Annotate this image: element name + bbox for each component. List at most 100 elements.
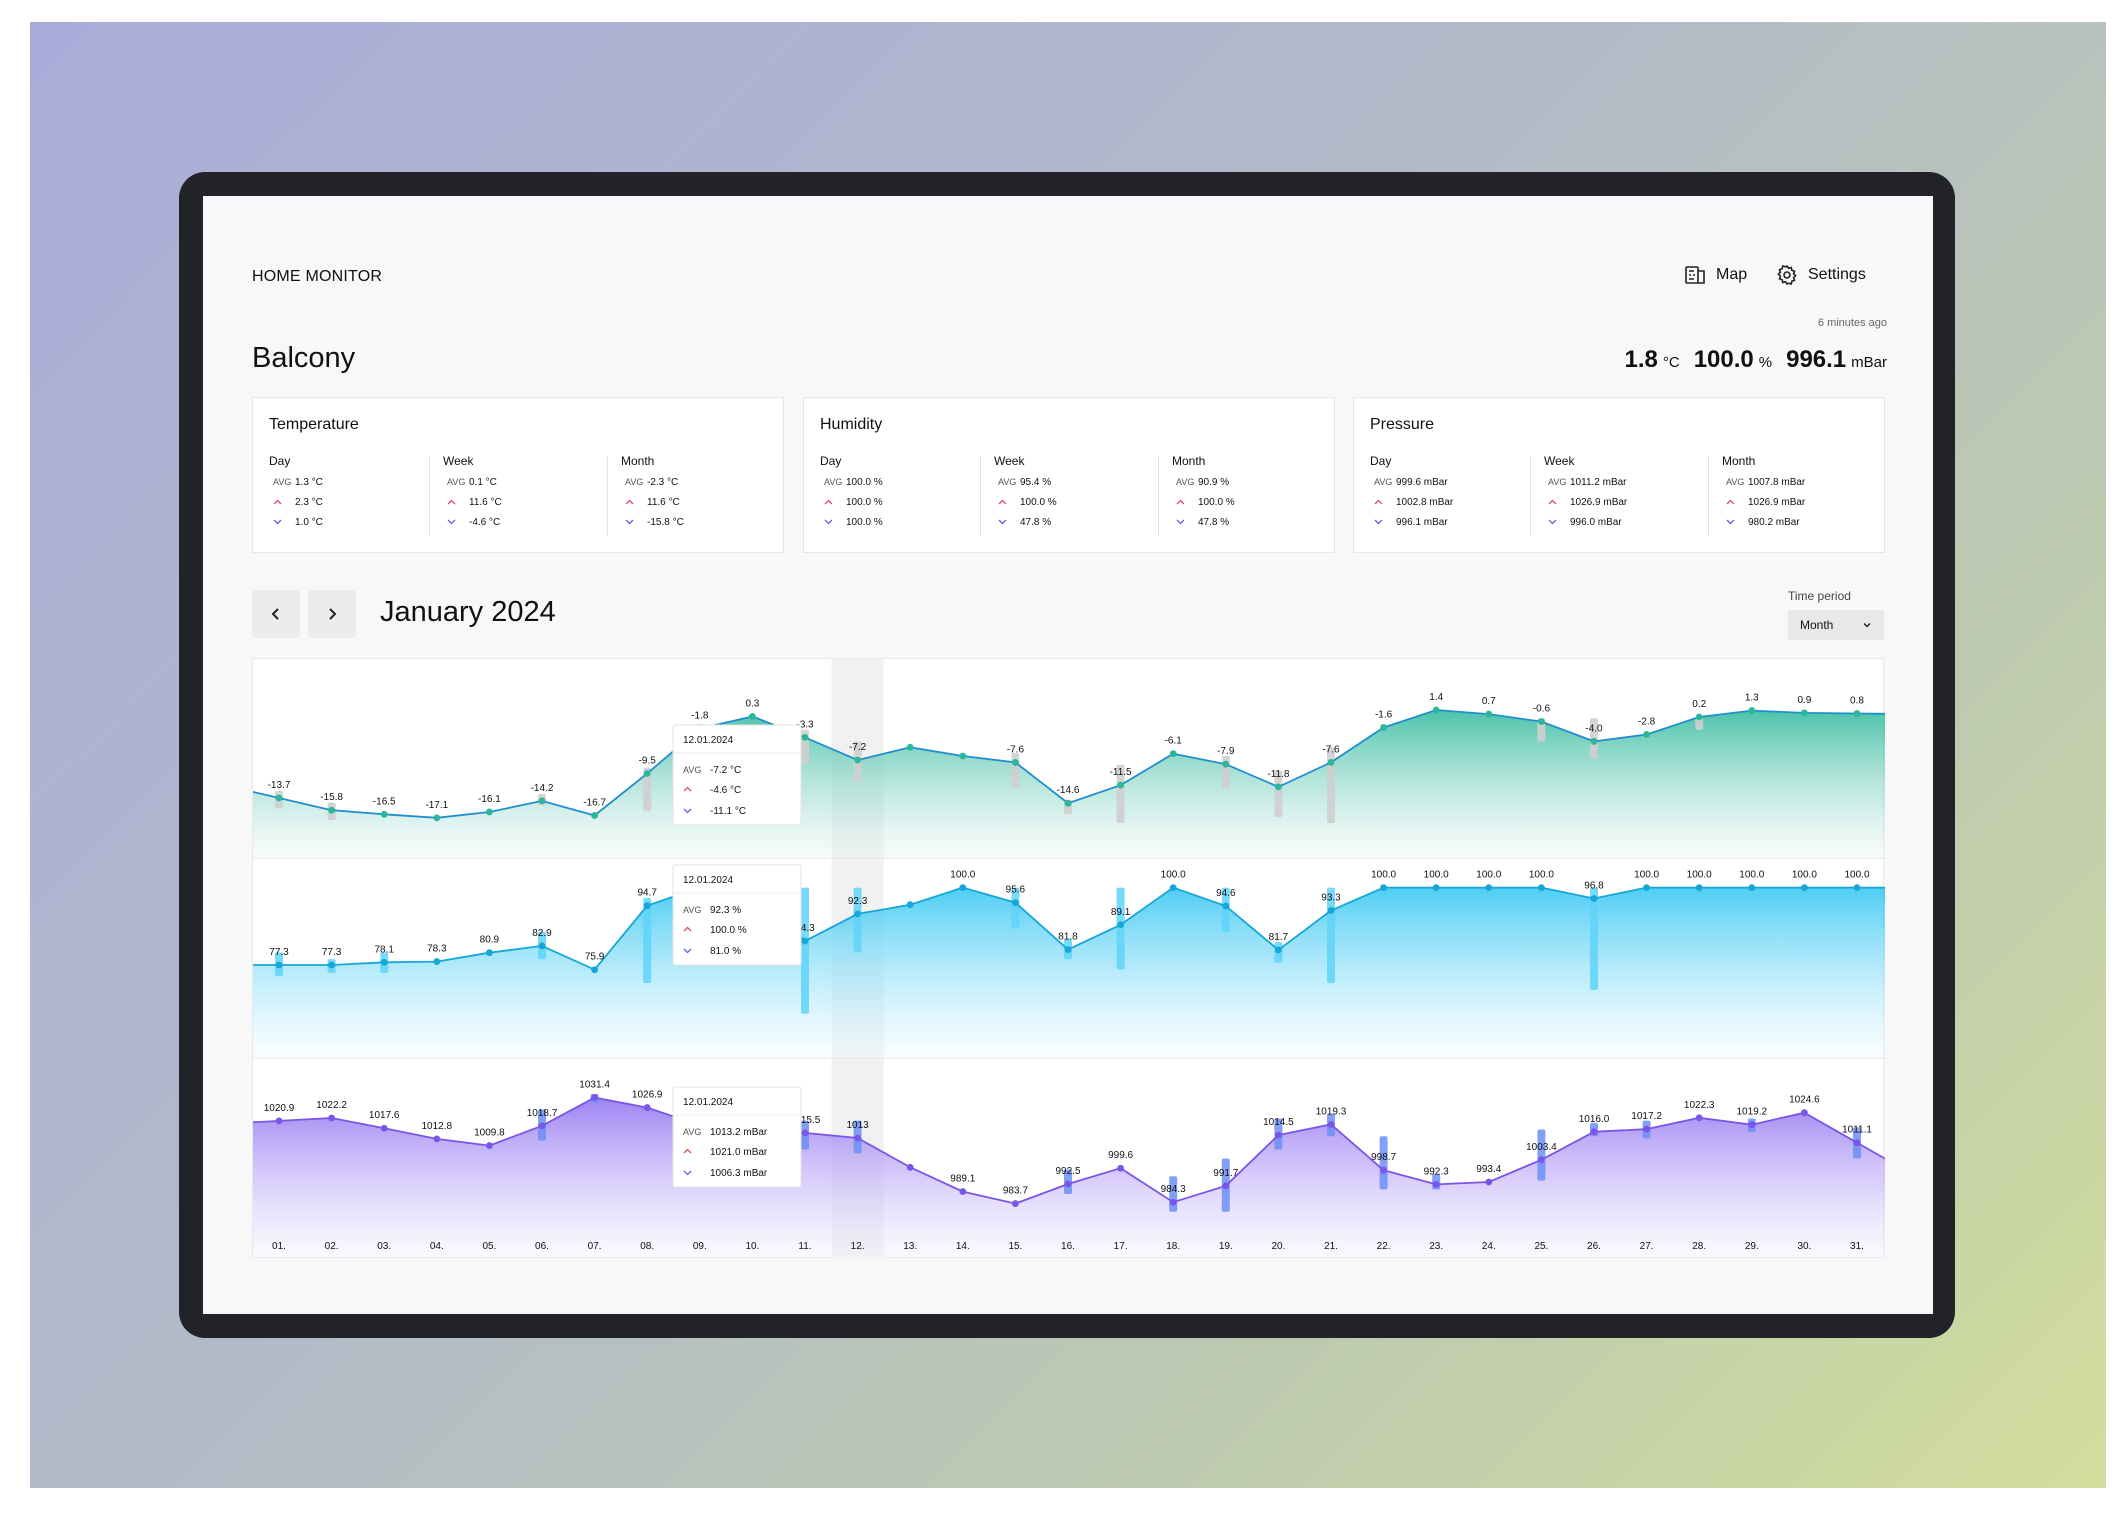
data-point[interactable] xyxy=(801,733,809,741)
data-point[interactable] xyxy=(1643,1125,1650,1133)
data-point[interactable] xyxy=(1748,1121,1756,1129)
data-point[interactable] xyxy=(906,743,914,751)
data-point[interactable] xyxy=(1117,921,1124,929)
data-point[interactable] xyxy=(1327,907,1335,914)
data-point[interactable] xyxy=(1117,781,1124,789)
data-point[interactable] xyxy=(328,1114,335,1122)
data-point[interactable] xyxy=(1169,1198,1177,1206)
data-point[interactable] xyxy=(1169,750,1177,758)
data-point[interactable] xyxy=(854,756,861,764)
data-point[interactable] xyxy=(643,770,651,777)
data-point[interactable] xyxy=(538,942,546,950)
data-point[interactable] xyxy=(1801,709,1808,717)
data-point[interactable] xyxy=(1012,759,1019,766)
data-point[interactable] xyxy=(1853,1139,1861,1147)
data-point[interactable] xyxy=(1380,1166,1387,1174)
data-point[interactable] xyxy=(1853,884,1861,892)
nav-settings-link[interactable]: Settings xyxy=(1776,264,1866,286)
data-point[interactable] xyxy=(1748,884,1756,892)
data-point[interactable] xyxy=(328,961,335,969)
data-point[interactable] xyxy=(538,1122,546,1130)
data-point[interactable] xyxy=(801,1129,809,1137)
data-point[interactable] xyxy=(1801,884,1808,892)
data-point[interactable] xyxy=(275,794,283,802)
data-point[interactable] xyxy=(1538,884,1545,892)
data-point[interactable] xyxy=(1222,760,1230,768)
data-point[interactable] xyxy=(538,797,546,805)
data-point[interactable] xyxy=(1012,899,1019,907)
data-point[interactable] xyxy=(486,949,493,957)
data-point[interactable] xyxy=(1275,783,1282,791)
data-point[interactable] xyxy=(486,808,493,816)
data-point[interactable] xyxy=(591,1094,598,1101)
range-bar xyxy=(1695,718,1704,730)
data-point[interactable] xyxy=(1064,946,1072,954)
data-point[interactable] xyxy=(433,1135,441,1143)
data-point[interactable] xyxy=(1538,1156,1545,1164)
data-point[interactable] xyxy=(1432,884,1440,892)
data-point[interactable] xyxy=(959,884,967,892)
tooltip-min: -11.1 °C xyxy=(710,806,746,817)
time-period-select[interactable]: Month xyxy=(1788,610,1884,640)
data-point[interactable] xyxy=(591,966,598,974)
data-point[interactable] xyxy=(906,1163,914,1171)
data-point[interactable] xyxy=(1801,1109,1808,1117)
data-point[interactable] xyxy=(1695,713,1703,721)
data-point[interactable] xyxy=(1590,1128,1598,1136)
data-point[interactable] xyxy=(1590,738,1598,745)
data-point[interactable] xyxy=(1012,1200,1019,1207)
data-point[interactable] xyxy=(1169,884,1177,892)
range-bar xyxy=(853,887,862,953)
data-point[interactable] xyxy=(1485,1178,1493,1186)
data-point[interactable] xyxy=(433,958,441,965)
data-label: 1011.1 xyxy=(1842,1125,1872,1136)
data-point[interactable] xyxy=(486,1142,493,1149)
data-point[interactable] xyxy=(1748,707,1756,714)
data-point[interactable] xyxy=(275,961,283,969)
data-point[interactable] xyxy=(1117,1164,1124,1172)
data-point[interactable] xyxy=(959,1188,967,1195)
data-point[interactable] xyxy=(1538,718,1545,726)
data-point[interactable] xyxy=(1275,1131,1282,1139)
data-point[interactable] xyxy=(380,810,388,818)
data-point[interactable] xyxy=(801,937,809,945)
data-point[interactable] xyxy=(1064,1180,1072,1188)
data-point[interactable] xyxy=(433,814,441,822)
data-point[interactable] xyxy=(749,712,756,720)
prev-month-button[interactable] xyxy=(252,590,300,638)
range-bar xyxy=(643,897,652,984)
data-point[interactable] xyxy=(1432,706,1440,714)
data-point[interactable] xyxy=(1380,884,1387,892)
data-point[interactable] xyxy=(1222,902,1230,910)
data-point[interactable] xyxy=(1643,731,1650,738)
data-point[interactable] xyxy=(1695,1114,1703,1122)
nav-map-link[interactable]: Map xyxy=(1684,264,1747,286)
data-point[interactable] xyxy=(1695,884,1703,892)
data-point[interactable] xyxy=(1853,710,1861,717)
data-point[interactable] xyxy=(1485,884,1493,892)
data-point[interactable] xyxy=(380,958,388,966)
data-point[interactable] xyxy=(1485,710,1493,718)
data-label: 75.9 xyxy=(585,952,605,963)
data-point[interactable] xyxy=(1432,1181,1440,1188)
data-point[interactable] xyxy=(1327,1121,1335,1128)
data-point[interactable] xyxy=(1380,724,1387,731)
data-point[interactable] xyxy=(643,1104,651,1111)
data-point[interactable] xyxy=(1643,884,1650,892)
data-point[interactable] xyxy=(1327,759,1335,766)
data-point[interactable] xyxy=(1590,895,1598,902)
data-point[interactable] xyxy=(1275,946,1282,954)
data-point[interactable] xyxy=(906,901,914,909)
data-point[interactable] xyxy=(959,752,967,760)
data-point[interactable] xyxy=(643,902,651,910)
data-point[interactable] xyxy=(275,1117,283,1125)
data-point[interactable] xyxy=(328,806,335,814)
current-humidity: 100.0% xyxy=(1693,346,1773,373)
next-month-button[interactable] xyxy=(308,590,356,638)
data-point[interactable] xyxy=(1222,1182,1230,1190)
data-point[interactable] xyxy=(854,1134,861,1142)
data-point[interactable] xyxy=(591,812,598,819)
data-point[interactable] xyxy=(380,1124,388,1132)
data-point[interactable] xyxy=(1064,799,1072,807)
data-point[interactable] xyxy=(854,910,861,918)
